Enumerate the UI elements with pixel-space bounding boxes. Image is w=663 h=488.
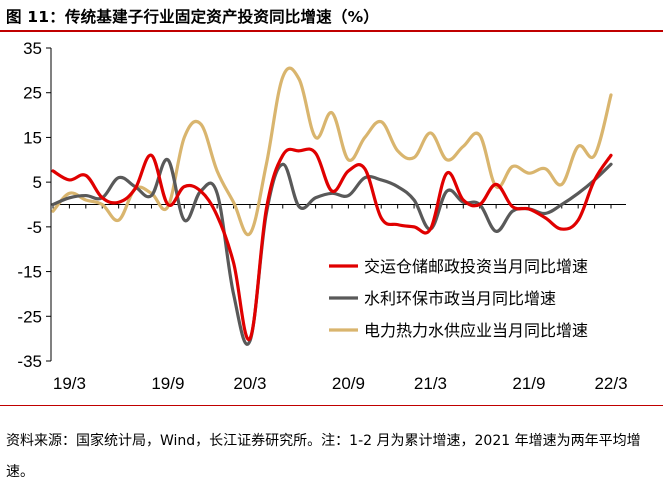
x-tick-label: 21/3 <box>414 374 447 393</box>
x-tick-label: 21/9 <box>512 374 545 393</box>
x-tick-label: 20/3 <box>233 374 266 393</box>
y-tick-label: -15 <box>17 263 42 282</box>
x-tick-label: 22/3 <box>594 374 627 393</box>
line-chart: 35 25 15 5 -5 -15 -25 -35 19/3 19/9 20/3 20/9 21/3 21… <box>17 39 627 393</box>
series-line <box>51 158 613 346</box>
title-rule <box>0 30 663 32</box>
series-lines <box>51 66 613 346</box>
source-note: 资料来源：国家统计局，Wind，长江证券研究所。注：1-2 月为累计增速，202… <box>6 433 641 480</box>
series-line <box>51 66 613 237</box>
chart-title: 图 11：传统基建子行业固定资产投资同比增速（%） <box>6 8 379 26</box>
y-tick-label: 5 <box>33 173 42 192</box>
y-tick-label: 25 <box>23 84 42 103</box>
legend-label: 交运仓储邮政投资当月同比增速 <box>364 257 588 276</box>
footer-rule <box>0 405 663 406</box>
y-tick-label: -25 <box>17 307 42 326</box>
x-tick-label: 19/3 <box>53 374 86 393</box>
legend-label: 电力热力水供应业当月同比增速 <box>364 321 588 340</box>
y-tick-label: -5 <box>27 218 42 237</box>
x-tick-label: 19/9 <box>151 374 184 393</box>
y-tick-label: -35 <box>17 352 42 371</box>
y-tick-label: 15 <box>23 128 42 147</box>
series-line <box>51 147 613 342</box>
y-tick-label: 35 <box>23 39 42 58</box>
axes: 35 25 15 5 -5 -15 -25 -35 19/3 19/9 20/3 20/9 21/3 21… <box>17 39 627 393</box>
legend-label: 水利环保市政当月同比增速 <box>364 289 556 308</box>
x-tick-label: 20/9 <box>332 374 365 393</box>
